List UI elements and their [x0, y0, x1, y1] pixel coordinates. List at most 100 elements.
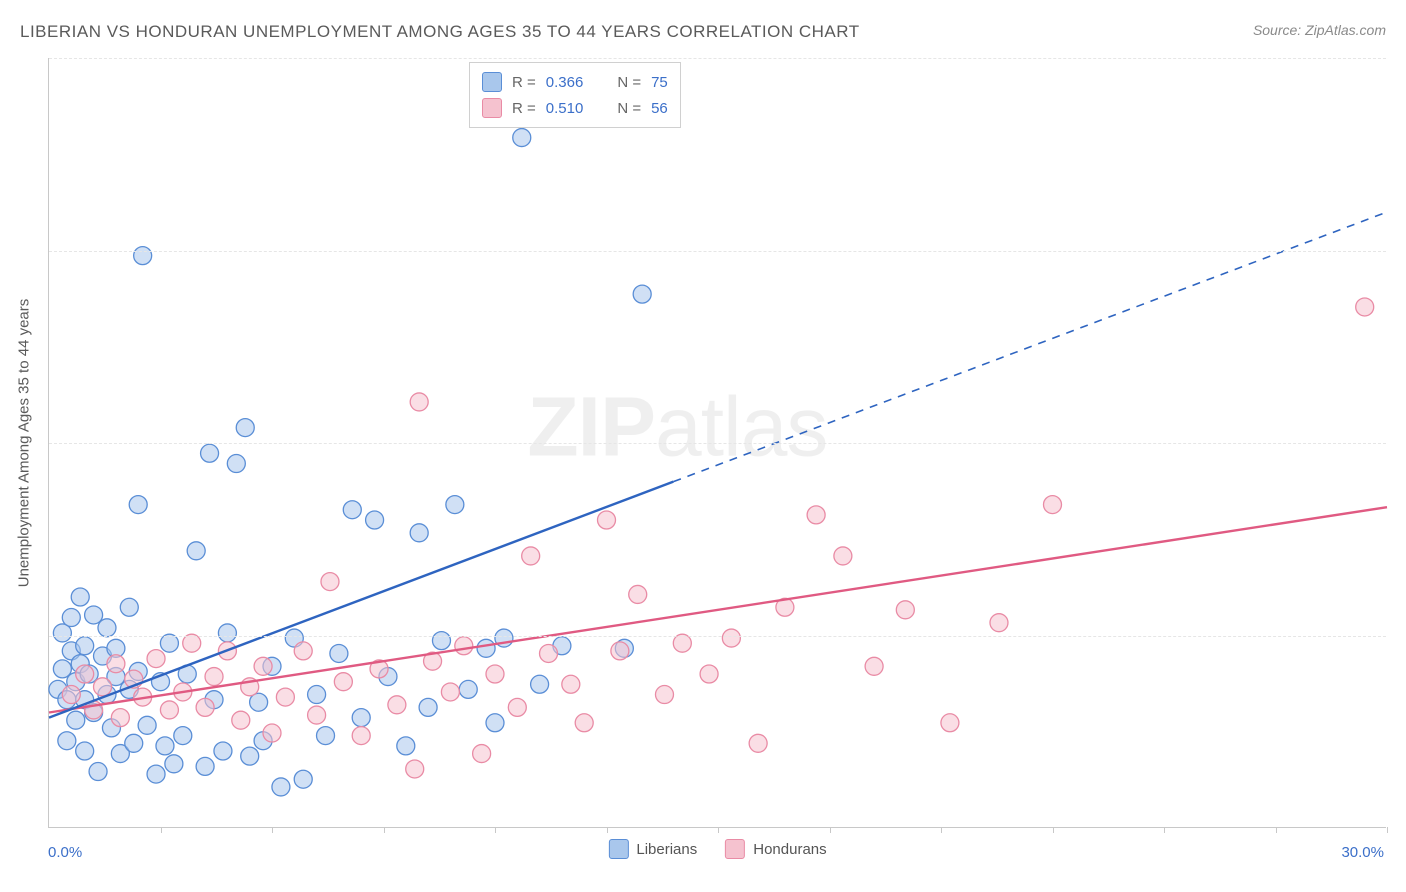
scatter-point — [236, 419, 254, 437]
scatter-point — [352, 709, 370, 727]
scatter-point — [397, 737, 415, 755]
legend-label: Liberians — [636, 841, 697, 858]
gridline — [49, 58, 1386, 59]
scatter-point — [272, 778, 290, 796]
scatter-point — [1356, 298, 1374, 316]
source-attribution: Source: ZipAtlas.com — [1253, 22, 1386, 38]
gridline — [49, 251, 1386, 252]
stats-legend: R = 0.366 N = 75 R =0.510N =56 — [469, 62, 681, 128]
legend-swatch — [482, 72, 502, 92]
scatter-point — [76, 665, 94, 683]
scatter-point — [147, 650, 165, 668]
x-tick — [1276, 827, 1277, 833]
scatter-point — [486, 714, 504, 732]
scatter-point — [196, 698, 214, 716]
scatter-point — [308, 686, 326, 704]
scatter-point — [276, 688, 294, 706]
stat-r-value: 0.366 — [546, 74, 584, 91]
scatter-point — [58, 732, 76, 750]
scatter-point — [160, 634, 178, 652]
scatter-point — [419, 698, 437, 716]
scatter-point — [486, 665, 504, 683]
scatter-point — [254, 657, 272, 675]
scatter-point — [446, 496, 464, 514]
x-axis-origin-label: 0.0% — [48, 844, 82, 861]
y-axis-label: Unemployment Among Ages 35 to 44 years — [16, 298, 33, 587]
x-tick — [495, 827, 496, 833]
scatter-point — [308, 706, 326, 724]
legend-swatch — [482, 98, 502, 118]
x-tick — [607, 827, 608, 833]
scatter-point — [125, 734, 143, 752]
scatter-point — [321, 573, 339, 591]
scatter-point — [201, 444, 219, 462]
x-tick — [941, 827, 942, 833]
legend-swatch — [725, 839, 745, 859]
x-tick — [161, 827, 162, 833]
scatter-point — [700, 665, 718, 683]
scatter-point — [263, 724, 281, 742]
stat-r-label: R = — [512, 74, 536, 91]
x-tick — [1164, 827, 1165, 833]
scatter-point — [406, 760, 424, 778]
scatter-point — [834, 547, 852, 565]
gridline — [49, 443, 1386, 444]
scatter-point — [655, 686, 673, 704]
scatter-point — [865, 657, 883, 675]
scatter-point — [410, 524, 428, 542]
scatter-point — [343, 501, 361, 519]
x-tick — [718, 827, 719, 833]
legend-item: Liberians — [608, 839, 697, 859]
scatter-point — [111, 709, 129, 727]
x-tick — [272, 827, 273, 833]
stat-n-value: 75 — [651, 74, 668, 91]
scatter-point — [410, 393, 428, 411]
scatter-point — [317, 727, 335, 745]
scatter-point — [1044, 496, 1062, 514]
scatter-point — [459, 680, 477, 698]
scatter-point — [508, 698, 526, 716]
scatter-point — [232, 711, 250, 729]
scatter-point — [477, 639, 495, 657]
scatter-point — [147, 765, 165, 783]
scatter-point — [673, 634, 691, 652]
scatter-point — [807, 506, 825, 524]
x-axis-max-label: 30.0% — [1341, 844, 1384, 861]
stat-n-label: N = — [617, 74, 641, 91]
scatter-point — [575, 714, 593, 732]
scatter-point — [455, 637, 473, 655]
scatter-point — [134, 247, 152, 265]
scatter-point — [990, 614, 1008, 632]
scatter-point — [749, 734, 767, 752]
scatter-point — [531, 675, 549, 693]
scatter-point — [76, 742, 94, 760]
scatter-point — [214, 742, 232, 760]
legend-swatch — [608, 839, 628, 859]
legend-label: Hondurans — [753, 841, 826, 858]
stats-legend-row: R =0.510N =56 — [482, 95, 668, 121]
scatter-point — [120, 598, 138, 616]
scatter-point — [388, 696, 406, 714]
scatter-point — [98, 619, 116, 637]
scatter-point — [156, 737, 174, 755]
gridline — [49, 636, 1386, 637]
stats-legend-row: R = 0.366 N = 75 — [482, 69, 668, 95]
scatter-point — [941, 714, 959, 732]
x-tick — [1053, 827, 1054, 833]
scatter-point — [611, 642, 629, 660]
scatter-point — [441, 683, 459, 701]
trend-line-hondurans — [49, 507, 1387, 712]
scatter-point — [334, 673, 352, 691]
scatter-point — [896, 601, 914, 619]
scatter-point — [183, 634, 201, 652]
scatter-point — [473, 745, 491, 763]
x-tick — [1387, 827, 1388, 833]
scatter-point — [94, 678, 112, 696]
scatter-point — [633, 285, 651, 303]
stat-r-label: R = — [512, 100, 536, 117]
scatter-point — [160, 701, 178, 719]
scatter-point — [241, 747, 259, 765]
legend-item: Hondurans — [725, 839, 826, 859]
scatter-point — [165, 755, 183, 773]
scatter-point — [174, 727, 192, 745]
